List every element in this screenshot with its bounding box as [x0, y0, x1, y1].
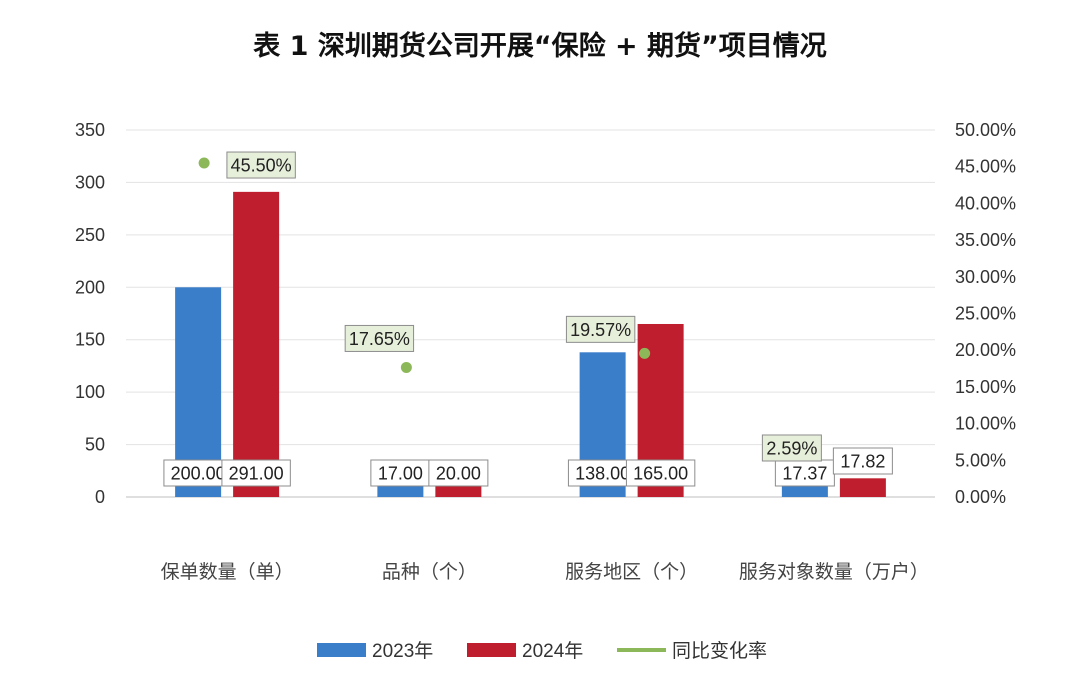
bar-value-label-text: 200.00	[171, 464, 226, 484]
bar-value-label: 138.00	[567, 459, 638, 487]
left-tick-label: 0	[95, 487, 105, 507]
category-axis: 保单数量（单） 品种（个） 服务地区（个） 服务对象数量（万户）	[161, 561, 929, 583]
bar-value-label-text: 17.00	[378, 464, 423, 484]
legend-swatch	[317, 643, 366, 657]
data-labels: 200.00 291.00 45.50% 17.00 20.00 17.65% 138.00…	[163, 151, 893, 487]
legend-label: 同比变化率	[672, 640, 767, 662]
right-tick-label: 40.00%	[955, 193, 1016, 213]
right-tick-label: 25.00%	[955, 304, 1016, 324]
left-y-axis: 0 50 100 150 200 250 300 350	[75, 120, 105, 507]
left-tick-label: 50	[85, 435, 105, 455]
left-tick-label: 100	[75, 382, 105, 402]
bar-2024	[233, 191, 280, 497]
right-tick-label: 15.00%	[955, 377, 1016, 397]
bar-value-label: 17.37	[774, 459, 835, 487]
rate-value-label-box	[344, 324, 415, 352]
left-tick-label: 250	[75, 225, 105, 245]
bar-value-label-text: 291.00	[229, 464, 284, 484]
rate-point	[639, 347, 651, 359]
legend: 2023年 2024年 同比变化率	[317, 640, 767, 662]
right-y-axis: 0.00% 5.00% 10.00% 15.00% 20.00% 25.00% 30.00%…	[955, 120, 1016, 507]
legend-item: 2024年	[467, 640, 583, 662]
right-tick-label: 5.00%	[955, 450, 1006, 470]
bar-value-label-box	[370, 459, 431, 487]
bar-value-label-box	[221, 459, 291, 487]
bar-value-label: 17.82	[832, 447, 893, 475]
left-tick-label: 350	[75, 120, 105, 140]
bar-value-label-text: 17.82	[840, 452, 885, 472]
legend-item: 同比变化率	[617, 640, 767, 662]
category-label: 服务地区（个）	[565, 561, 698, 583]
right-tick-label: 45.00%	[955, 157, 1016, 177]
legend-item: 2023年	[317, 640, 433, 662]
category-label: 品种（个）	[382, 561, 477, 583]
rate-value-label: 19.57%	[565, 315, 636, 343]
rate-value-label-text: 19.57%	[570, 320, 631, 340]
bar-value-label: 20.00	[428, 459, 489, 487]
rate-value-label-text: 2.59%	[766, 438, 817, 458]
bar-value-label-text: 20.00	[436, 464, 481, 484]
legend-swatch	[467, 643, 516, 657]
rate-value-label-text: 17.65%	[349, 329, 410, 349]
rate-value-label-text: 45.50%	[231, 156, 292, 176]
bar-value-label-box	[428, 459, 489, 487]
rate-value-label: 17.65%	[344, 324, 415, 352]
right-tick-label: 50.00%	[955, 120, 1016, 140]
category-label: 保单数量（单）	[161, 561, 294, 583]
bar-value-label: 165.00	[625, 459, 696, 487]
right-tick-label: 10.00%	[955, 414, 1016, 434]
rate-value-label: 2.59%	[761, 434, 822, 462]
rate-value-label-box	[226, 151, 296, 179]
right-tick-label: 35.00%	[955, 230, 1016, 250]
category-label: 服务对象数量（万户）	[739, 561, 929, 583]
right-tick-label: 20.00%	[955, 340, 1016, 360]
right-tick-label: 30.00%	[955, 267, 1016, 287]
bar-value-label: 17.00	[370, 459, 431, 487]
left-tick-label: 200	[75, 277, 105, 297]
bar-value-label-box	[625, 459, 696, 487]
legend-label: 2023年	[372, 640, 433, 662]
rate-points	[198, 157, 828, 484]
right-tick-label: 0.00%	[955, 487, 1006, 507]
chart-title: 表 1 深圳期货公司开展“保险 + 期货”项目情况	[253, 31, 827, 62]
bar-value-label-box	[832, 447, 893, 475]
bar-value-label-text: 138.00	[575, 464, 630, 484]
rate-value-label-box	[761, 434, 822, 462]
rate-point	[400, 361, 412, 373]
bar-value-label: 200.00	[163, 459, 233, 487]
bar-value-label-text: 17.37	[782, 464, 827, 484]
bar-value-label-text: 165.00	[633, 464, 688, 484]
bar-value-label: 291.00	[221, 459, 291, 487]
legend-label: 2024年	[522, 640, 583, 662]
bar-value-label-box	[567, 459, 638, 487]
left-tick-label: 150	[75, 330, 105, 350]
rate-point	[198, 157, 210, 169]
bar-2024	[839, 478, 886, 497]
rate-value-label: 45.50%	[226, 151, 296, 179]
left-tick-label: 300	[75, 172, 105, 192]
rate-value-label-box	[565, 315, 636, 343]
